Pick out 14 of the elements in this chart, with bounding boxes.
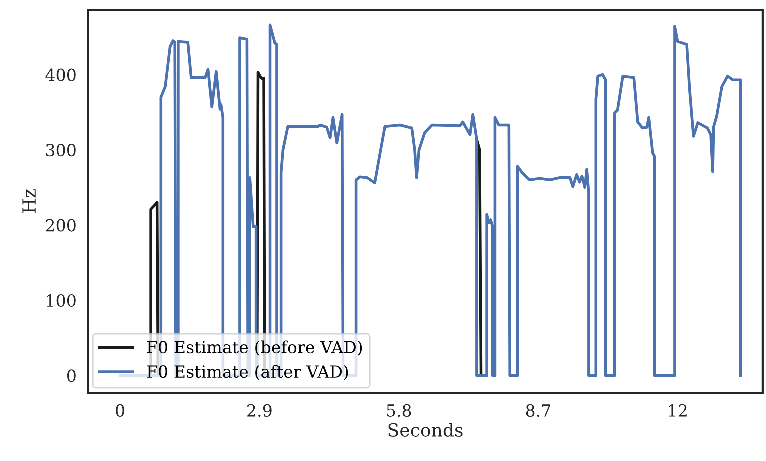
- legend-label: F0 Estimate (after VAD): [147, 365, 348, 380]
- legend-label: F0 Estimate (before VAD): [147, 340, 362, 356]
- x-tick-label: 2.9: [248, 404, 272, 418]
- x-tick-label: 8.7: [526, 404, 551, 418]
- y-tick-label: 200: [46, 219, 76, 232]
- y-tick-label: 100: [47, 294, 76, 308]
- x-axis-title: Seconds: [388, 423, 463, 437]
- y-tick-label: 400: [46, 68, 76, 82]
- y-tick-label: 0: [67, 370, 76, 382]
- x-tick-label: 5.8: [387, 404, 412, 418]
- x-tick-label: 0: [116, 404, 124, 418]
- y-axis-title: Hz: [22, 190, 36, 214]
- y-tick-label: 300: [46, 144, 76, 157]
- x-tick-label: 12: [669, 404, 687, 417]
